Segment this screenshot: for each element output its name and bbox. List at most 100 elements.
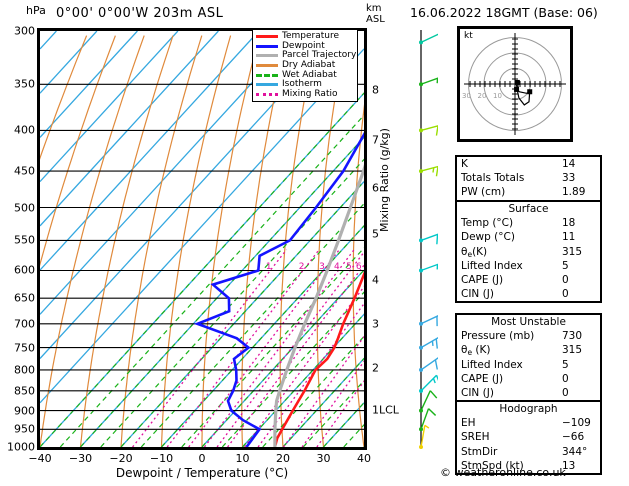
table-row: Temp (°C) 18	[457, 216, 600, 230]
dry-adiabat-line	[160, 35, 232, 447]
table-row-key: Lifted Index	[461, 259, 523, 272]
station-title: 0°00' 0°00'W 203m ASL	[56, 6, 224, 21]
legend-item: Wet Adiabat	[256, 70, 355, 80]
pressure-tick-label: 400	[14, 123, 35, 137]
legend: Temperature Dewpoint Parcel Trajectory Dry …	[252, 29, 358, 103]
pressure-tick-label: 900	[14, 404, 35, 418]
mixing-ratio-label: 5	[345, 262, 352, 273]
wet-adiabat-line	[262, 335, 364, 447]
table-row-key: CIN (J)	[461, 288, 494, 301]
wind-barb	[419, 125, 438, 136]
height-tick-label: 6	[372, 181, 379, 195]
height-axis-unit-line1: km	[366, 3, 382, 14]
surface-table: Surface Temp (°C) 18 Dewp (°C) 11 θe(K) 315 Lif…	[455, 200, 602, 304]
table-row-key: PW (cm)	[461, 186, 506, 199]
table-row: Lifted Index 5	[457, 259, 600, 273]
wet-adiabat-line	[140, 202, 364, 447]
table-row: Pressure (mb) 730	[457, 329, 600, 343]
hodograph-marker	[514, 86, 520, 92]
hodograph-ring-label: 10	[493, 92, 502, 100]
table-row-value: 730	[562, 330, 583, 343]
table-title: Most Unstable	[491, 316, 566, 328]
table-title: Hodograph	[499, 403, 558, 415]
legend-item: Mixing Ratio	[256, 89, 355, 100]
wind-barb	[419, 408, 437, 432]
table-row-value: 0	[562, 273, 569, 286]
isotherm-line	[40, 31, 98, 94]
temperature-tick-label: 0	[198, 452, 206, 465]
pressure-tick-label: 850	[14, 384, 35, 398]
pressure-tick-label: 650	[14, 291, 35, 305]
mixing-ratio-line	[166, 249, 320, 447]
wind-barb	[419, 263, 438, 273]
table-row-key: Pressure (mb)	[461, 330, 535, 343]
legend-swatch-icon	[256, 64, 278, 68]
forecast-date-title: 16.06.2022 18GMT (Base: 06)	[410, 5, 598, 20]
pressure-tick-label: 350	[14, 77, 35, 91]
height-axis-unit: km ASL	[366, 3, 385, 25]
mixing-ratio-axis-title: Mixing Ratio (g/kg)	[378, 128, 391, 232]
wet-adiabat-line	[100, 158, 364, 447]
temperature-tick-label: −30	[68, 452, 93, 465]
table-row-value: 18	[562, 217, 576, 230]
legend-item: Parcel Trajectory	[256, 50, 357, 61]
table-row: Lifted Index 5	[457, 358, 600, 372]
table-row: StmSpd (kt) 13	[457, 459, 600, 473]
isotherm-line	[40, 31, 260, 271]
table-row-value: 13	[562, 459, 576, 472]
mixing-ratio-line	[316, 380, 364, 447]
legend-item: Dewpoint	[256, 41, 355, 52]
table-row: CIN (J) 0	[457, 287, 600, 301]
table-row-value: −66	[562, 431, 585, 444]
table-title: Surface	[508, 203, 549, 215]
hodograph-plot[interactable]: kt 10 20 30	[457, 26, 573, 142]
dry-adiabat-line	[79, 35, 174, 447]
dry-adiabat-line	[40, 35, 145, 447]
mixing-ratio-label: 4	[334, 262, 340, 273]
table-row-value: 0	[562, 288, 569, 301]
isotherm-line	[40, 31, 57, 50]
height-tick-label: 2	[372, 361, 379, 375]
isotherm-line	[242, 313, 364, 447]
temperature-tick-label: 30	[316, 452, 331, 465]
wet-adiabat-line	[302, 379, 364, 447]
table-row: StmDir 344°	[457, 445, 600, 459]
table-row-value: 5	[562, 259, 569, 272]
height-tick-label: 5	[372, 227, 379, 241]
mixing-ratio-line	[203, 249, 355, 447]
height-tick-label: 3	[372, 317, 379, 331]
table-row-key: CAPE (J)	[461, 273, 504, 286]
table-row: PW (cm) 1.89	[457, 185, 600, 199]
profile-parcel-trajectory	[273, 164, 364, 447]
wind-barb	[419, 424, 430, 449]
wet-adiabat-line	[221, 291, 364, 447]
legend-label: Dry Adiabat	[282, 60, 336, 71]
table-row-value: 33	[562, 172, 576, 185]
wind-barb	[419, 315, 438, 327]
hodograph-marker	[527, 89, 533, 95]
table-row: CAPE (J) 0	[457, 273, 600, 287]
table-row-key: EH	[461, 417, 476, 430]
wind-barb	[419, 357, 438, 372]
pressure-tick-label: 550	[14, 233, 35, 247]
table-row-value: 14	[562, 158, 576, 170]
table-row-value: 0	[562, 386, 569, 399]
temperature-tick-label: −10	[149, 452, 174, 465]
legend-swatch-icon	[256, 73, 278, 77]
mixing-ratio-line	[216, 251, 364, 447]
table-row: Totals Totals 33	[457, 171, 600, 185]
pressure-tick-label: 600	[14, 263, 35, 277]
hodograph-marker	[514, 79, 520, 85]
table-row: CAPE (J) 0	[457, 372, 600, 386]
hodograph-svg: 10 20 30	[462, 33, 566, 135]
legend-label: Isotherm	[282, 79, 322, 90]
legend-label: Parcel Trajectory	[282, 50, 357, 61]
table-row-value: 0	[562, 372, 569, 385]
table-row-key: Lifted Index	[461, 358, 523, 371]
table-row-key: Totals Totals	[461, 172, 525, 185]
table-row: SREH −66	[457, 430, 600, 444]
hodograph-stats-table: Hodograph EH −109 SREH −66 StmDir 344° StmSpd (…	[455, 400, 602, 475]
legend-item: Temperature	[256, 32, 355, 42]
table-row-key: CAPE (J)	[461, 372, 504, 385]
table-row: K 14	[457, 157, 600, 171]
